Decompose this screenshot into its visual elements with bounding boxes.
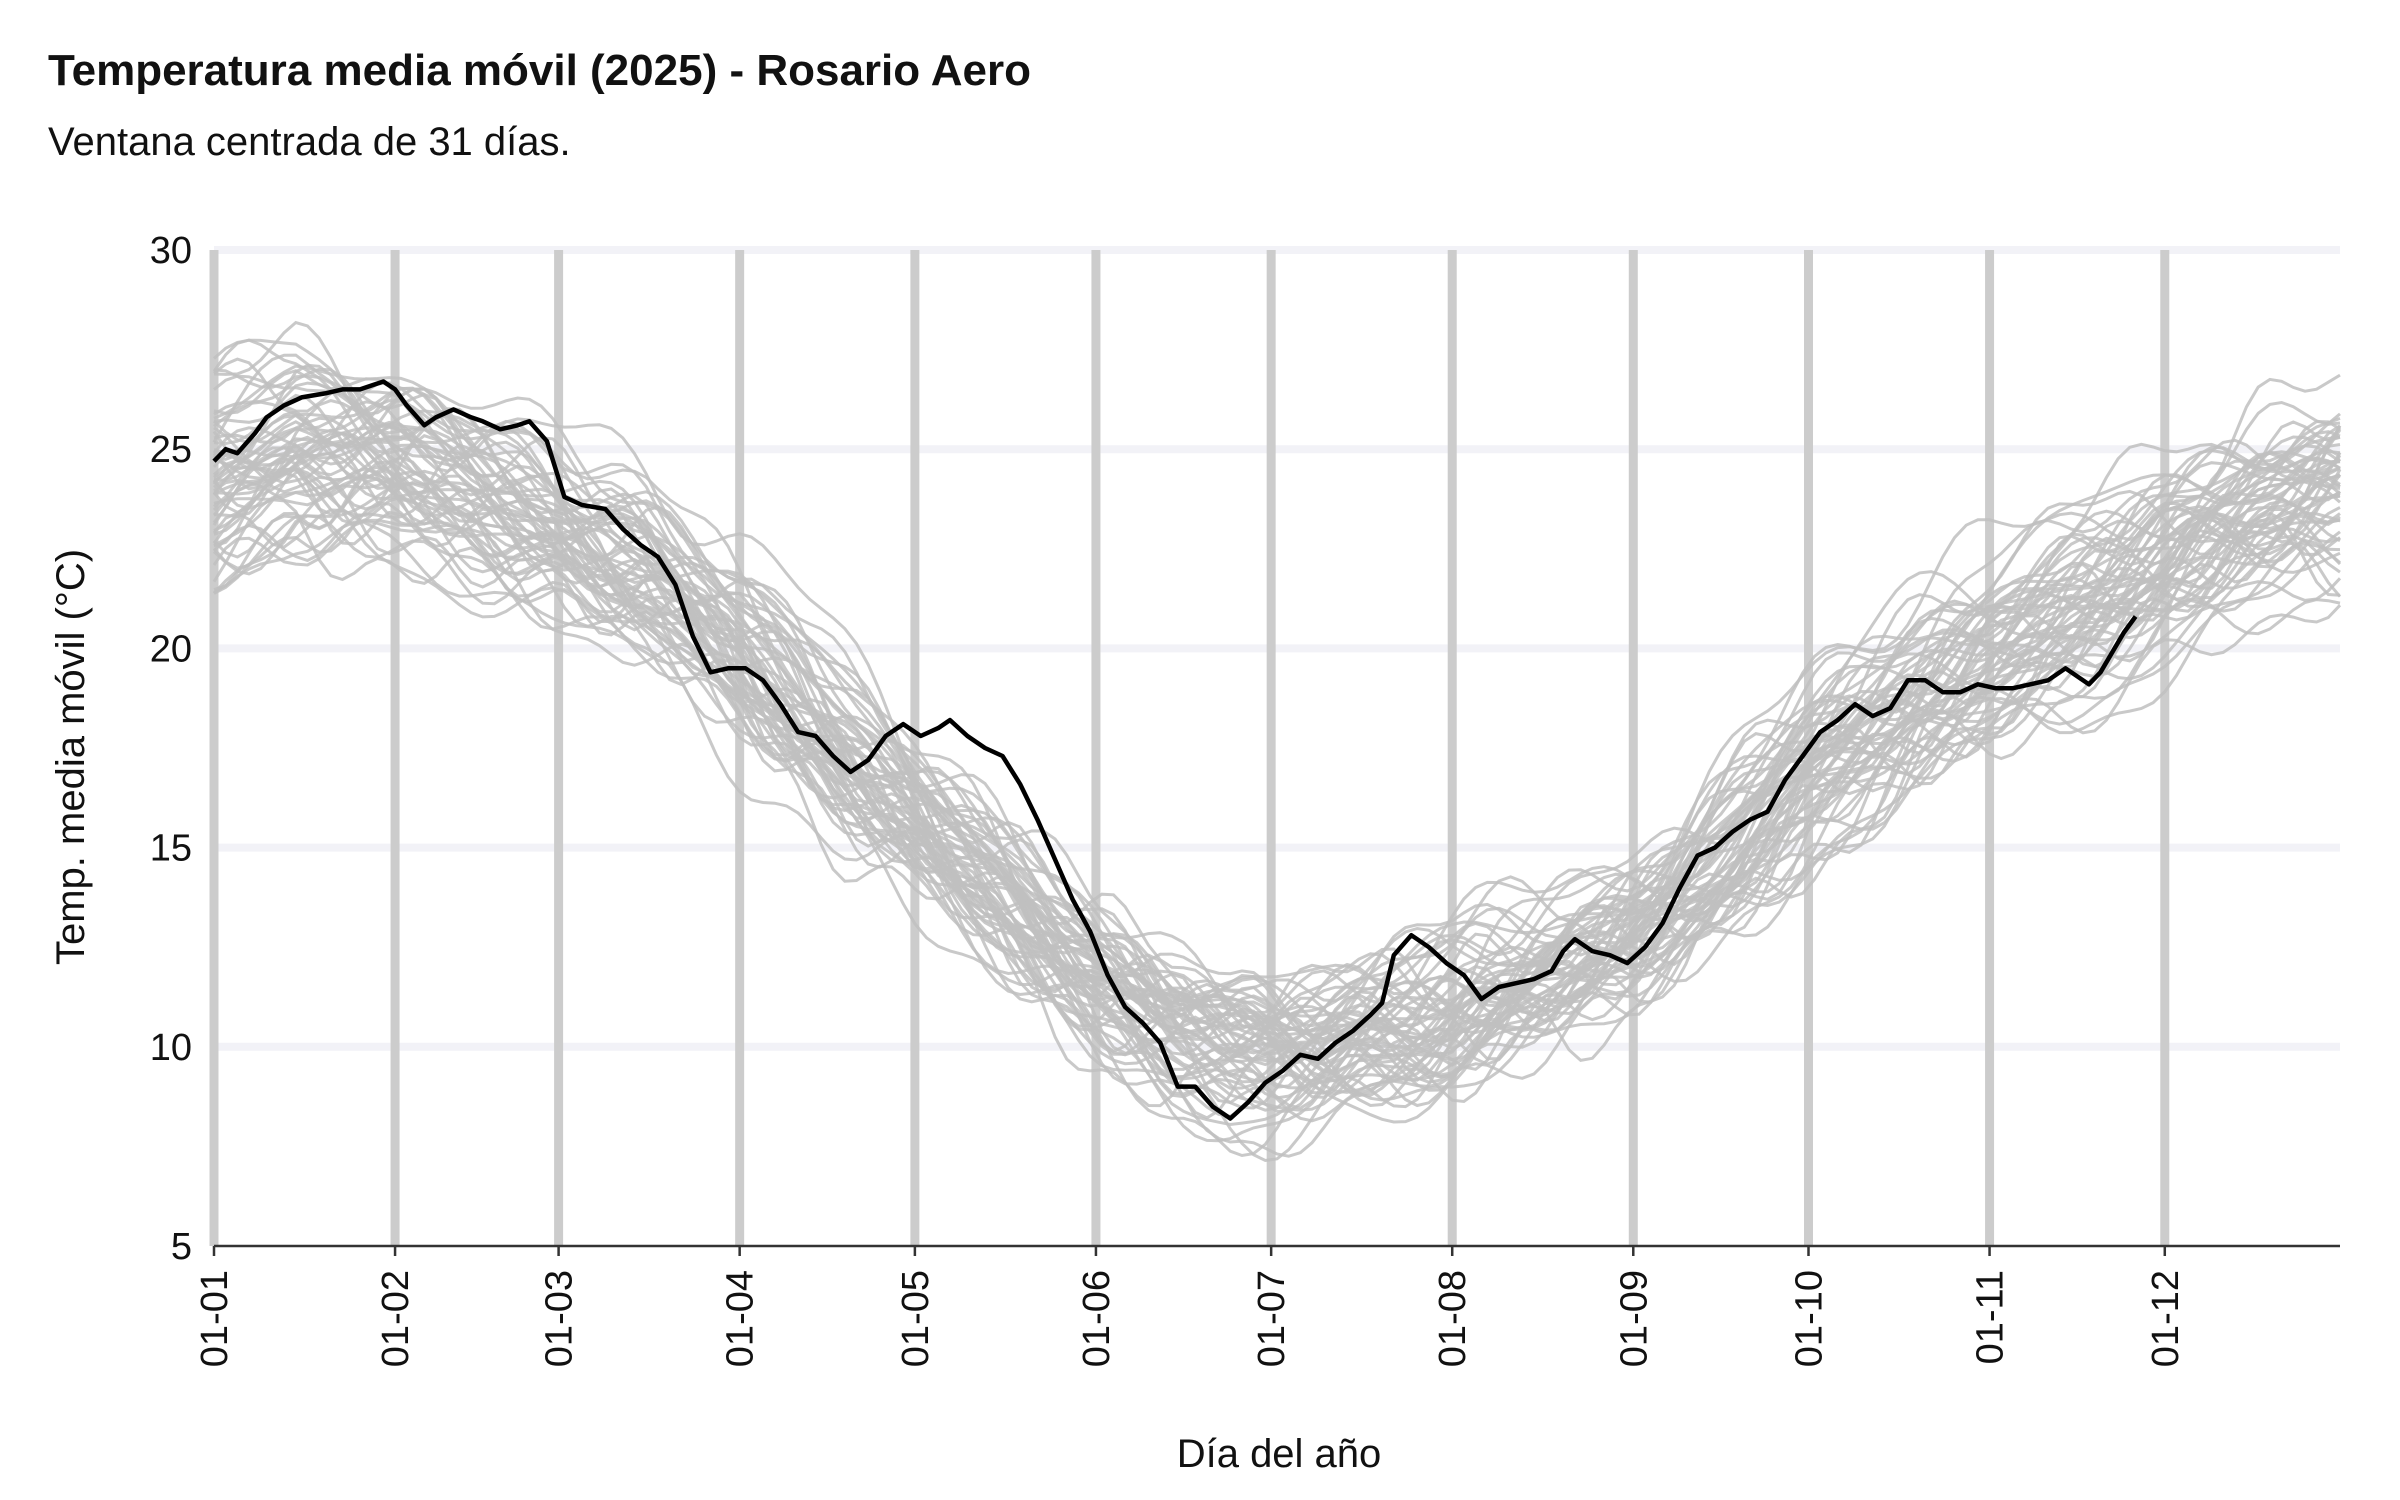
x-tick-label: 01-08 (1432, 1270, 1474, 1367)
x-tick-label: 01-12 (2145, 1270, 2187, 1367)
y-tick-label: 15 (150, 828, 192, 870)
history-series-group (212, 320, 2342, 1163)
y-axis-label: Temp. media móvil (°C) (49, 549, 93, 965)
current-series-group (212, 379, 2138, 1121)
history-year-line (212, 487, 2342, 1158)
x-tick-labels: 01-01 01-02 01-03 01-04 01-05 01-06 01-07 01-08… (194, 1270, 2187, 1367)
x-tick-label: 01-07 (1251, 1270, 1293, 1367)
history-year-line (213, 467, 2341, 1143)
history-year-line (212, 434, 2341, 1064)
x-tick-label: 01-05 (895, 1270, 937, 1367)
x-tick-label: 01-04 (720, 1270, 762, 1367)
y-tick-label: 25 (150, 429, 192, 471)
x-tick-label: 01-03 (539, 1270, 581, 1367)
history-year-line (212, 419, 2341, 1047)
series-line-2025 (212, 379, 2138, 1121)
history-year-line (212, 420, 2341, 1067)
y-tick-label: 10 (150, 1027, 192, 1069)
x-tick-label: 01-02 (375, 1270, 417, 1367)
history-year-line (213, 419, 2341, 1113)
y-tick-labels: 5 10 15 20 25 30 (150, 230, 192, 1268)
history-year-line (212, 381, 2341, 1112)
history-year-line (213, 426, 2341, 1041)
x-tick-label: 01-11 (1970, 1270, 2012, 1364)
axes (212, 1244, 2340, 1256)
history-year-line (212, 408, 2341, 1095)
history-year-line (213, 320, 2342, 1067)
history-year-line (212, 431, 2341, 1071)
y-tick-label: 30 (150, 230, 192, 272)
history-year-line (213, 413, 2341, 1029)
history-year-line (213, 416, 2342, 1061)
y-tick-label: 5 (171, 1226, 192, 1268)
chart-subtitle: Ventana centrada de 31 días. (48, 120, 571, 164)
history-year-line (213, 424, 2342, 1127)
history-year-line (212, 400, 2341, 1109)
x-tick-label: 01-06 (1076, 1270, 1118, 1367)
history-year-line (213, 399, 2341, 1032)
history-year-line (212, 479, 2342, 1108)
history-year-line (213, 435, 2342, 1089)
history-year-line (213, 435, 2341, 1062)
x-axis-label: Día del año (1177, 1432, 1382, 1476)
x-tick-label: 01-01 (194, 1270, 236, 1367)
x-tick-label: 01-10 (1789, 1270, 1831, 1367)
chart-title: Temperatura media móvil (2025) - Rosario… (48, 46, 1031, 95)
x-tick-label: 01-09 (1613, 1270, 1655, 1367)
history-year-line (212, 470, 2341, 1056)
history-year-line (213, 364, 2341, 1090)
history-year-line (213, 466, 2341, 1084)
history-year-line (213, 381, 2341, 1039)
y-tick-label: 20 (150, 628, 192, 670)
